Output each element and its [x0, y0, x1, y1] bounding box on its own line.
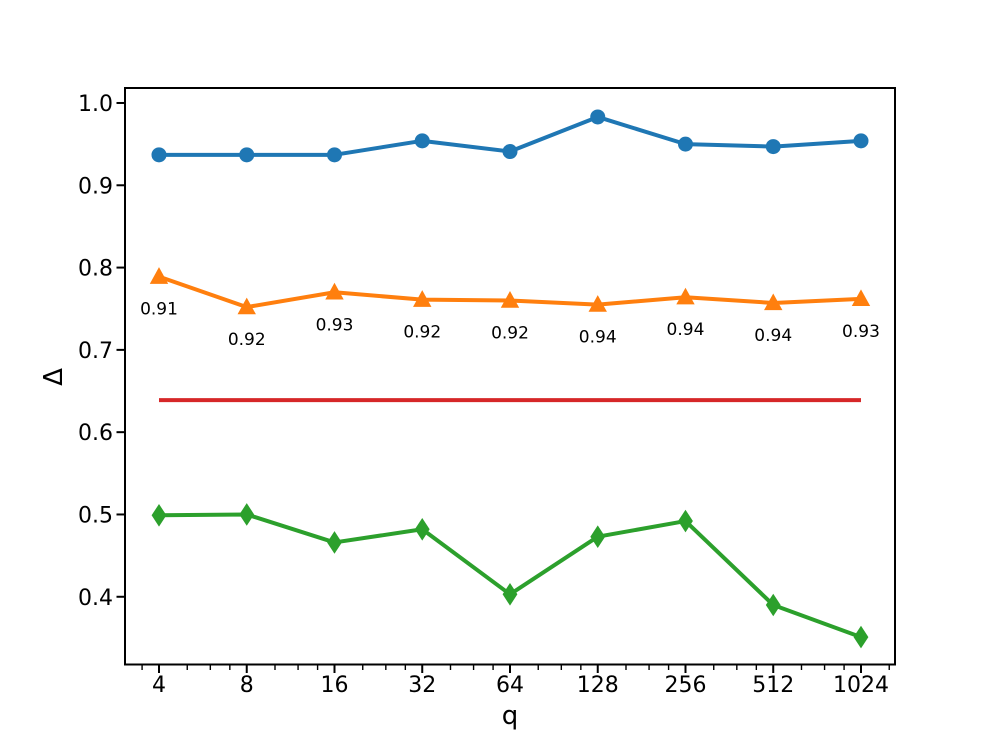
point-label: 0.92 [491, 323, 529, 343]
blue-circles-marker [853, 133, 869, 149]
point-label: 0.92 [228, 330, 266, 350]
x-tick-label: 512 [752, 673, 794, 698]
plot-border [124, 87, 896, 666]
green-diamonds-marker [414, 517, 430, 541]
y-tick-label: 0.4 [78, 586, 113, 611]
orange-triangles-marker [149, 267, 169, 284]
point-label: 0.92 [403, 323, 441, 343]
y-tick-label: 0.9 [78, 174, 113, 199]
orange-triangles-marker [325, 282, 344, 300]
green-diamonds-marker [678, 509, 693, 533]
orange-triangles-marker [851, 289, 871, 307]
green-diamonds-marker [590, 525, 606, 548]
blue-circles-marker [239, 147, 255, 163]
orange-triangles-marker [764, 293, 783, 311]
orange-triangles-marker [588, 295, 607, 312]
point-label: 0.94 [667, 320, 705, 340]
y-tick-label: 1.0 [78, 92, 113, 117]
green-diamonds-marker [502, 582, 518, 606]
blue-circles-marker [414, 133, 430, 149]
point-label: 0.91 [140, 300, 178, 320]
green-diamonds-line [158, 512, 862, 639]
y-tick-label: 0.6 [78, 421, 113, 446]
x-tick-label: 4 [152, 673, 166, 698]
x-tick-label: 1024 [833, 673, 889, 698]
x-tick-label: 16 [320, 673, 348, 698]
blue-circles-marker [677, 136, 693, 152]
y-tick-label: 0.8 [78, 257, 113, 282]
x-tick-label: 256 [664, 673, 706, 698]
blue-circles-marker [151, 147, 167, 163]
green-diamonds-marker [765, 593, 781, 617]
y-tick-label: 0.7 [78, 339, 113, 364]
x-tick-label: 128 [577, 673, 619, 698]
green-diamonds-marker [327, 531, 342, 554]
orange-triangles-marker [500, 290, 520, 308]
green-diamonds-marker [853, 625, 869, 649]
x-axis-label: q [501, 701, 519, 731]
point-label: 0.94 [579, 328, 617, 348]
orange-triangles-marker [237, 297, 256, 315]
orange-triangles-marker [413, 290, 432, 307]
point-label: 0.94 [754, 326, 792, 346]
orange-triangles-marker [676, 287, 695, 305]
x-tick-label: 32 [408, 673, 436, 698]
x-tick-label: 8 [240, 673, 254, 698]
green-diamonds-marker [151, 503, 167, 527]
x-tick-label: 64 [496, 673, 524, 698]
blue-circles-marker [765, 139, 781, 155]
blue-circles-marker [326, 147, 342, 163]
y-tick-label: 0.5 [78, 503, 113, 528]
point-label: 0.93 [842, 322, 880, 342]
y-axis-label: Δ [39, 368, 69, 386]
blue-circles-marker [502, 144, 518, 160]
green-diamonds-marker [239, 503, 255, 526]
point-label: 0.93 [316, 315, 354, 335]
blue-circles-marker [590, 109, 606, 125]
